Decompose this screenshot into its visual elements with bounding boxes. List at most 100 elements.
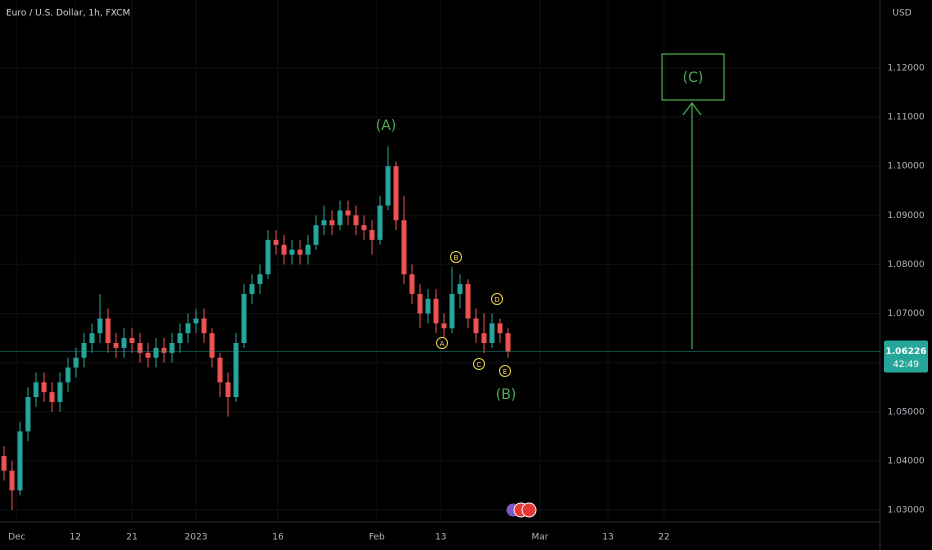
candle-body [49,392,55,402]
candle-body [265,239,271,275]
candle-body [121,338,127,348]
candle-body [129,338,135,344]
chart-title: Euro / U.S. Dollar, 1h, FXCM [6,9,130,19]
candle-body [233,343,239,398]
candle-body [409,274,415,294]
x-tick-label: Feb [369,533,385,543]
sub-wave-circle [436,337,448,349]
event-icons[interactable] [505,502,537,518]
sub-wave-labels: A B C D E [436,251,511,377]
candle-body [161,347,167,353]
candle-body [41,382,47,393]
candle-body [137,343,143,353]
candle-body [25,397,31,432]
x-tick-label: 2023 [185,533,208,543]
last-price-label: 1.06226 [886,347,927,357]
candle-body [105,318,111,344]
candle-body [401,220,407,275]
candle-body [273,239,279,245]
sub-wave-label: E [503,368,507,376]
x-tick-label: Mar [532,533,549,543]
candle-body [145,352,151,358]
x-tick-label: 16 [272,533,284,543]
arrow-head [682,102,702,116]
candle-body [497,323,503,334]
candle-body [377,205,383,240]
y-tick-label: 1.05000 [887,407,924,417]
candle-body [505,333,511,352]
candle-body [441,323,447,329]
y-tick-label: 1.12000 [887,64,924,74]
candle-body [393,166,399,221]
candles [1,146,511,510]
candle-body [321,220,327,226]
candle-body [345,210,351,216]
candle-body [257,274,263,285]
candle-body [385,166,391,206]
candle-body [217,357,223,383]
x-tick-label: Dec [8,533,25,543]
sub-wave-circle [499,365,511,377]
x-tick-label: 13 [435,533,446,543]
candle-body [433,298,439,324]
candle-body [281,244,287,255]
candle-body [97,318,103,334]
sub-wave-label: C [477,361,482,369]
last-price-box [884,340,928,373]
candle-body [329,220,335,226]
candle-body [481,333,487,344]
candle-body [241,293,247,344]
candle-body [289,249,295,255]
wave-label: (A) [376,118,397,134]
candle-body [457,284,463,294]
event-icon[interactable] [521,502,537,518]
sub-wave-circle [491,293,503,305]
candle-body [489,323,495,344]
wave-label: (C) [683,70,704,86]
candle-body [225,382,231,398]
candle-body [185,323,191,334]
candle-body [465,284,471,319]
countdown-label: 42:49 [893,360,919,370]
candle-body [337,210,343,226]
y-tick-label: 1.07000 [887,309,924,319]
candle-body [65,367,71,383]
target-box [661,53,725,101]
candle-body [201,318,207,334]
candle-body [57,382,63,402]
candle-body [425,298,431,314]
sub-wave-circle [450,251,462,263]
grid [0,0,880,522]
candle-body [369,230,375,240]
sub-wave-label: B [454,254,459,262]
currency-label: USD [892,9,911,19]
candle-body [473,318,479,334]
y-tick-label: 1.11000 [887,113,924,123]
candle-body [89,333,95,344]
candle-body [313,225,319,245]
sub-wave-label: A [440,340,445,348]
y-tick-label: 1.03000 [887,505,924,515]
sub-wave-label: D [494,296,499,304]
candle-body [305,244,311,255]
candle-body [353,215,359,226]
x-tick-label: 21 [126,533,137,543]
candle-body [153,347,159,358]
candle-body [9,470,15,491]
x-tick-label: 12 [69,533,80,543]
candle-body [209,333,215,358]
candle-body [73,357,79,368]
y-tick-label: 1.10000 [887,162,924,172]
candle-body [1,455,7,471]
y-tick-label: 1.08000 [887,260,924,270]
candle-body [249,284,255,294]
wave-label: (B) [496,387,517,403]
y-tick-label: 1.09000 [887,211,924,221]
candle-body [177,333,183,344]
candle-body [17,431,23,491]
candle-body [169,343,175,353]
candle-body [449,293,455,329]
candle-body [361,225,367,231]
